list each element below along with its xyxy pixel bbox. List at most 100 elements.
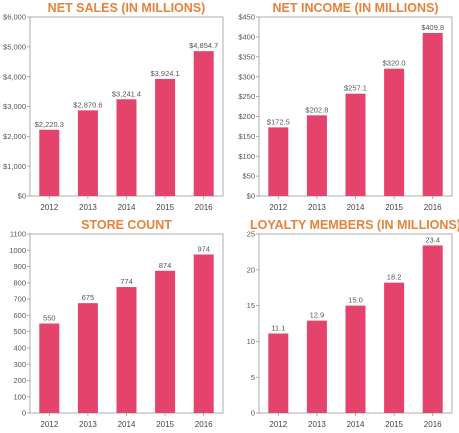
net-sales-xtick-label: 2016: [195, 203, 213, 212]
loyalty-members-xtick-label: 2014: [347, 420, 365, 429]
store-count-ytick-label: 100: [13, 392, 26, 401]
store-count-ytick-label: 400: [13, 344, 26, 353]
net-sales-ytick-label: $6,000: [3, 13, 26, 22]
net-sales-bar: [116, 99, 137, 196]
net-income-ytick-label: $150: [238, 132, 255, 141]
store-count-ytick-label: 600: [13, 311, 26, 320]
loyalty-members-ytick-label: 0: [251, 409, 255, 418]
loyalty-members-bar: [345, 305, 366, 413]
net-sales-ytick-label: $0: [18, 192, 26, 201]
store-count-ytick-label: 900: [13, 262, 26, 271]
store-count-title: STORE COUNT: [81, 218, 172, 232]
store-count-chart-svg: STORE COUNT 0 100 200 300 400 500 600 700 800 900 1…: [9, 218, 224, 429]
net-sales-data-label: $3,241.4: [112, 89, 141, 98]
loyalty-members-chart-svg: LOYALTY MEMBERS (IN MILLIONS) 0 5 10 15 20 25 1…: [247, 218, 459, 429]
store-count-ytick-label: 700: [13, 295, 26, 304]
net-sales-chart: NET SALES (IN MILLIONS) $0 $1,000 $2,000 $3,…: [0, 0, 229, 216]
net-income-bar: [345, 93, 366, 196]
store-count-bar: [155, 270, 176, 413]
net-income-ytick-label: $0: [247, 192, 255, 201]
net-sales-xtick-label: 2012: [40, 203, 58, 212]
store-count-xtick-label: 2016: [195, 420, 213, 429]
loyalty-members-data-label: 15.0: [348, 296, 363, 305]
loyalty-members-title: LOYALTY MEMBERS (IN MILLIONS): [250, 218, 459, 232]
store-count-data-label: 974: [197, 245, 210, 254]
loyalty-members-bar: [268, 333, 289, 413]
store-count-ytick-label: 200: [13, 376, 26, 385]
store-count-data-label: 874: [159, 261, 172, 270]
store-count-bar: [39, 323, 60, 413]
store-count-bar: [193, 254, 214, 413]
net-income-ytick-label: $350: [238, 52, 255, 61]
loyalty-members-bar: [384, 282, 405, 413]
net-income-ytick-label: $450: [238, 13, 255, 22]
store-count-data-label: 774: [120, 277, 133, 286]
net-sales-data-label: $2,870.6: [73, 100, 102, 109]
store-count-xtick-label: 2012: [40, 420, 58, 429]
loyalty-members-data-label: 11.1: [271, 324, 285, 333]
net-sales-xtick-label: 2014: [118, 203, 136, 212]
net-income-data-label: $409.8: [421, 23, 444, 32]
store-count-ytick-label: 500: [13, 327, 26, 336]
loyalty-members-data-label: 12.9: [310, 311, 325, 320]
store-count-bar: [116, 287, 137, 413]
store-count-chart: STORE COUNT 0 100 200 300 400 500 600 700 800 900 1…: [0, 217, 229, 433]
store-count-data-label: 550: [43, 314, 56, 323]
net-income-ytick-label: $200: [238, 112, 255, 121]
net-income-chart: NET INCOME (IN MILLIONS) $0 $50 $100 $150 $20…: [229, 0, 458, 216]
net-sales-data-label: $2,220.3: [35, 120, 64, 129]
net-sales-ytick-label: $4,000: [3, 72, 26, 81]
net-income-chart-svg: NET INCOME (IN MILLIONS) $0 $50 $100 $150 $20…: [238, 1, 453, 212]
loyalty-members-ytick-label: 20: [247, 265, 255, 274]
loyalty-members-bar: [422, 245, 443, 413]
loyalty-members-data-label: 18.2: [387, 273, 402, 282]
net-income-ytick-label: $250: [238, 92, 255, 101]
net-income-ytick-label: $100: [238, 152, 255, 161]
net-sales-xtick-label: 2015: [156, 203, 174, 212]
store-count-xtick-label: 2013: [79, 420, 97, 429]
net-sales-xtick-label: 2013: [79, 203, 97, 212]
net-income-xtick-label: 2016: [424, 203, 442, 212]
loyalty-members-ytick-label: 25: [247, 230, 255, 239]
net-sales-chart-svg: NET SALES (IN MILLIONS) $0 $1,000 $2,000 $3,…: [3, 1, 224, 212]
store-count-ytick-label: 1100: [10, 230, 26, 239]
net-income-bar: [384, 68, 405, 196]
net-sales-bar: [193, 51, 214, 196]
loyalty-members-ytick-label: 10: [247, 337, 255, 346]
net-income-ytick-label: $400: [238, 32, 255, 41]
loyalty-members-ytick-label: 15: [247, 301, 255, 310]
net-sales-ytick-label: $1,000: [3, 162, 26, 171]
loyalty-members-bar: [306, 320, 327, 413]
net-income-xtick-label: 2013: [308, 203, 326, 212]
loyalty-members-ytick-label: 5: [251, 373, 255, 382]
net-sales-ytick-label: $3,000: [3, 102, 26, 111]
net-income-xtick-label: 2012: [269, 203, 287, 212]
store-count-xtick-label: 2014: [118, 420, 136, 429]
net-income-data-label: $172.5: [267, 117, 290, 126]
loyalty-members-xtick-label: 2013: [308, 420, 326, 429]
net-sales-ytick-label: $2,000: [3, 132, 26, 141]
net-sales-bar: [155, 78, 176, 196]
net-income-bar: [268, 127, 289, 196]
store-count-bar: [77, 303, 98, 413]
net-income-bar: [306, 115, 327, 196]
loyalty-members-chart: LOYALTY MEMBERS (IN MILLIONS) 0 5 10 15 20 25 1…: [229, 217, 459, 433]
net-income-bar: [422, 32, 443, 197]
net-income-ytick-label: $300: [238, 72, 255, 81]
net-sales-bar: [39, 129, 60, 196]
net-income-xtick-label: 2014: [347, 203, 365, 212]
store-count-ytick-label: 0: [22, 409, 26, 418]
net-sales-ytick-label: $5,000: [3, 42, 26, 51]
store-count-xtick-label: 2015: [156, 420, 174, 429]
net-sales-data-label: $4,854.7: [189, 41, 218, 50]
loyalty-members-xtick-label: 2012: [269, 420, 287, 429]
net-income-ytick-label: $50: [242, 172, 255, 181]
store-count-ytick-label: 800: [13, 278, 26, 287]
loyalty-members-xtick-label: 2015: [385, 420, 403, 429]
net-sales-bar: [77, 110, 98, 196]
net-income-title: NET INCOME (IN MILLIONS): [273, 1, 439, 15]
net-income-data-label: $202.8: [305, 105, 328, 114]
store-count-ytick-label: 300: [13, 360, 26, 369]
net-income-xtick-label: 2015: [385, 203, 403, 212]
net-income-data-label: $257.1: [344, 84, 367, 93]
